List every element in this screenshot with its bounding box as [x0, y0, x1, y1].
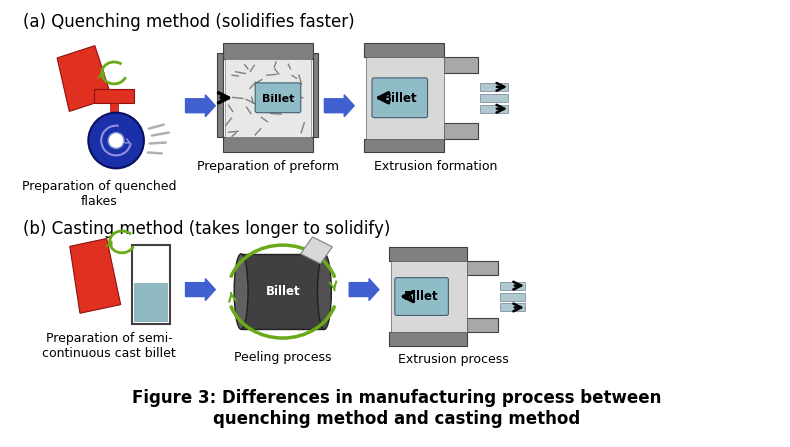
FancyBboxPatch shape	[255, 83, 301, 113]
Polygon shape	[500, 282, 525, 290]
Polygon shape	[389, 332, 468, 346]
FancyArrow shape	[325, 95, 354, 117]
FancyArrow shape	[186, 278, 216, 300]
FancyArrow shape	[186, 95, 216, 117]
FancyArrow shape	[349, 278, 379, 300]
Polygon shape	[134, 283, 167, 322]
Polygon shape	[217, 53, 224, 136]
Polygon shape	[110, 103, 118, 118]
Text: Billet: Billet	[382, 92, 417, 105]
Text: Billet: Billet	[404, 290, 439, 303]
Text: Preparation of preform: Preparation of preform	[197, 160, 339, 173]
Polygon shape	[468, 261, 498, 274]
Polygon shape	[500, 304, 525, 312]
Polygon shape	[224, 136, 313, 152]
Polygon shape	[364, 139, 444, 152]
Polygon shape	[94, 89, 134, 103]
Text: Preparation of quenched
flakes: Preparation of quenched flakes	[22, 180, 176, 208]
Text: Billet: Billet	[261, 94, 294, 104]
Polygon shape	[480, 105, 508, 113]
Text: Billet: Billet	[265, 285, 300, 298]
Ellipse shape	[234, 254, 248, 329]
Polygon shape	[364, 43, 444, 57]
Polygon shape	[313, 53, 318, 136]
Polygon shape	[480, 83, 508, 91]
Polygon shape	[57, 46, 111, 111]
Text: (b) Casting method (takes longer to solidify): (b) Casting method (takes longer to soli…	[23, 220, 390, 238]
Polygon shape	[480, 94, 508, 102]
Polygon shape	[389, 247, 468, 261]
Polygon shape	[225, 59, 310, 136]
Polygon shape	[391, 261, 468, 332]
Polygon shape	[468, 318, 498, 332]
Polygon shape	[241, 254, 325, 329]
FancyBboxPatch shape	[372, 78, 427, 118]
FancyBboxPatch shape	[395, 278, 449, 316]
Text: Peeling process: Peeling process	[234, 351, 332, 364]
Polygon shape	[500, 293, 525, 300]
Polygon shape	[70, 239, 121, 313]
Text: Figure 3: Differences in manufacturing process between
quenching method and cast: Figure 3: Differences in manufacturing p…	[132, 389, 661, 428]
Polygon shape	[444, 57, 478, 73]
Circle shape	[88, 113, 144, 169]
Polygon shape	[301, 237, 333, 264]
Polygon shape	[444, 122, 478, 139]
Text: Extrusion formation: Extrusion formation	[374, 160, 498, 173]
Polygon shape	[366, 57, 444, 139]
Ellipse shape	[318, 254, 331, 329]
Polygon shape	[224, 43, 313, 59]
Text: Preparation of semi-
continuous cast billet: Preparation of semi- continuous cast bil…	[43, 332, 176, 360]
Polygon shape	[132, 245, 170, 325]
Circle shape	[108, 133, 124, 148]
Text: Extrusion process: Extrusion process	[398, 353, 509, 366]
Text: (a) Quenching method (solidifies faster): (a) Quenching method (solidifies faster)	[23, 13, 355, 31]
